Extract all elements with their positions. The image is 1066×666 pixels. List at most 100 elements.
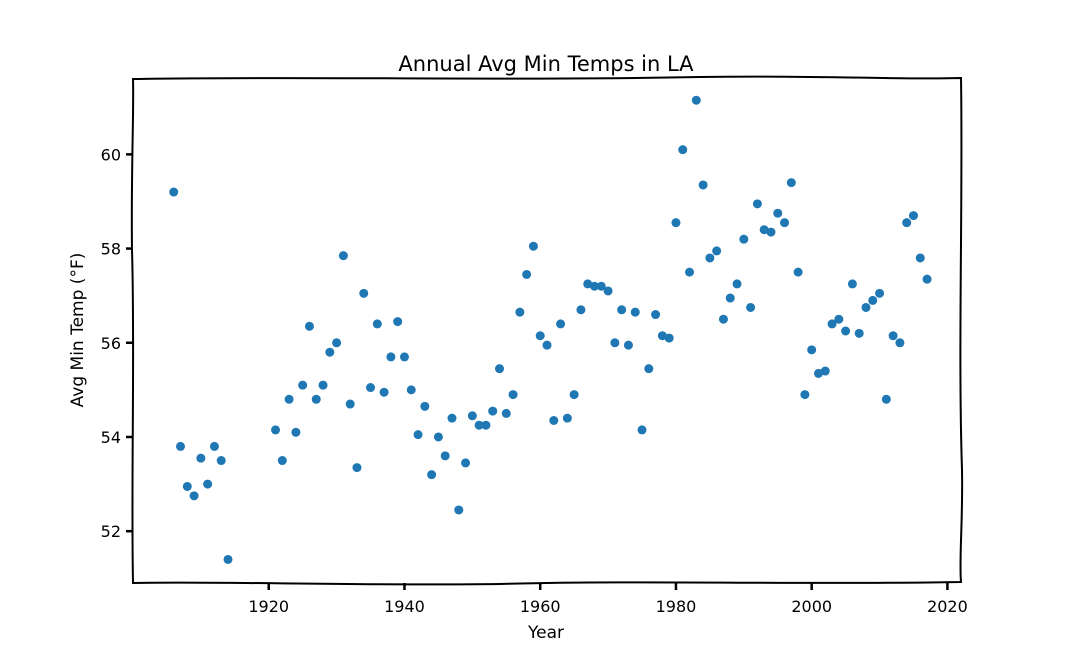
data-point (807, 345, 817, 355)
data-point (718, 314, 728, 324)
data-point (875, 288, 885, 298)
data-point (861, 302, 871, 312)
data-point (881, 394, 891, 404)
data-point (494, 364, 504, 374)
data-point (366, 383, 376, 393)
data-point (685, 267, 695, 277)
data-point (793, 267, 803, 277)
data-point (691, 95, 701, 105)
data-point (338, 251, 348, 261)
data-point (623, 340, 633, 350)
data-point (902, 218, 912, 228)
x-tick-label: 2020 (927, 597, 968, 616)
y-tick-label: 58 (101, 240, 121, 259)
data-point (440, 451, 450, 461)
data-point (427, 470, 437, 480)
data-point (630, 307, 640, 317)
data-point (332, 338, 342, 348)
data-point (461, 458, 471, 468)
data-point (359, 288, 369, 298)
data-point (854, 328, 864, 338)
data-point (569, 390, 579, 400)
data-point (325, 347, 335, 357)
x-tick-label: 2000 (791, 597, 832, 616)
data-point (515, 307, 525, 317)
data-point (841, 326, 851, 336)
data-point (657, 331, 667, 341)
y-axis-label: Avg Min Temp (°F) (68, 253, 88, 408)
data-point (583, 279, 593, 289)
data-point (908, 211, 918, 221)
data-point (528, 241, 538, 251)
data-point (664, 333, 674, 343)
data-point (651, 310, 661, 320)
y-tick-label: 54 (101, 428, 121, 447)
data-point (576, 305, 586, 315)
data-point (596, 281, 606, 291)
data-point (786, 178, 796, 188)
data-point (637, 425, 647, 435)
data-point (372, 319, 382, 329)
data-point (284, 394, 294, 404)
x-tick-label: 1920 (248, 597, 289, 616)
data-point (705, 253, 715, 263)
data-point (413, 430, 423, 440)
data-point (393, 317, 403, 327)
data-point (182, 481, 192, 491)
data-point (732, 279, 742, 289)
y-axis: 52 54 56 58 60 (101, 145, 133, 541)
data-point (501, 408, 511, 418)
data-point (488, 406, 498, 416)
data-point (542, 340, 552, 350)
data-point (827, 319, 837, 329)
data-point (420, 401, 430, 411)
data-point (522, 269, 532, 279)
y-tick-label: 56 (101, 334, 121, 353)
data-point (209, 441, 219, 451)
data-point (752, 199, 762, 209)
data-point (508, 390, 518, 400)
data-point (746, 302, 756, 312)
y-tick-label: 52 (101, 522, 121, 541)
data-point (847, 279, 857, 289)
data-point (590, 281, 600, 291)
data-point (773, 208, 783, 218)
data-point (318, 380, 328, 390)
data-point (454, 505, 464, 515)
data-point (169, 187, 179, 197)
x-tick-label: 1980 (656, 597, 697, 616)
data-point (617, 305, 627, 315)
data-point (406, 385, 416, 395)
data-point (379, 387, 389, 397)
data-point (834, 314, 844, 324)
data-point (922, 274, 932, 284)
data-point (725, 293, 735, 303)
data-point (474, 420, 484, 430)
data-point (820, 366, 830, 376)
data-point (759, 225, 769, 235)
data-point (535, 331, 545, 341)
data-point (216, 456, 226, 466)
data-point (196, 453, 206, 463)
data-point (888, 331, 898, 341)
data-point (813, 368, 823, 378)
data-point (291, 427, 301, 437)
data-point (176, 441, 186, 451)
data-point (298, 380, 308, 390)
data-point (277, 456, 287, 466)
data-point (433, 432, 443, 442)
data-point (800, 390, 810, 400)
data-point (304, 321, 314, 331)
data-point (868, 295, 878, 305)
data-point (189, 491, 199, 501)
data-point (311, 394, 321, 404)
data-point (386, 352, 396, 362)
data-point (644, 364, 654, 374)
data-point (467, 411, 477, 421)
data-point (203, 479, 213, 489)
data-point (678, 145, 688, 155)
data-point (549, 415, 559, 425)
data-point (671, 218, 681, 228)
x-axis: 1920 1940 1960 1980 2000 2020 (248, 583, 968, 616)
